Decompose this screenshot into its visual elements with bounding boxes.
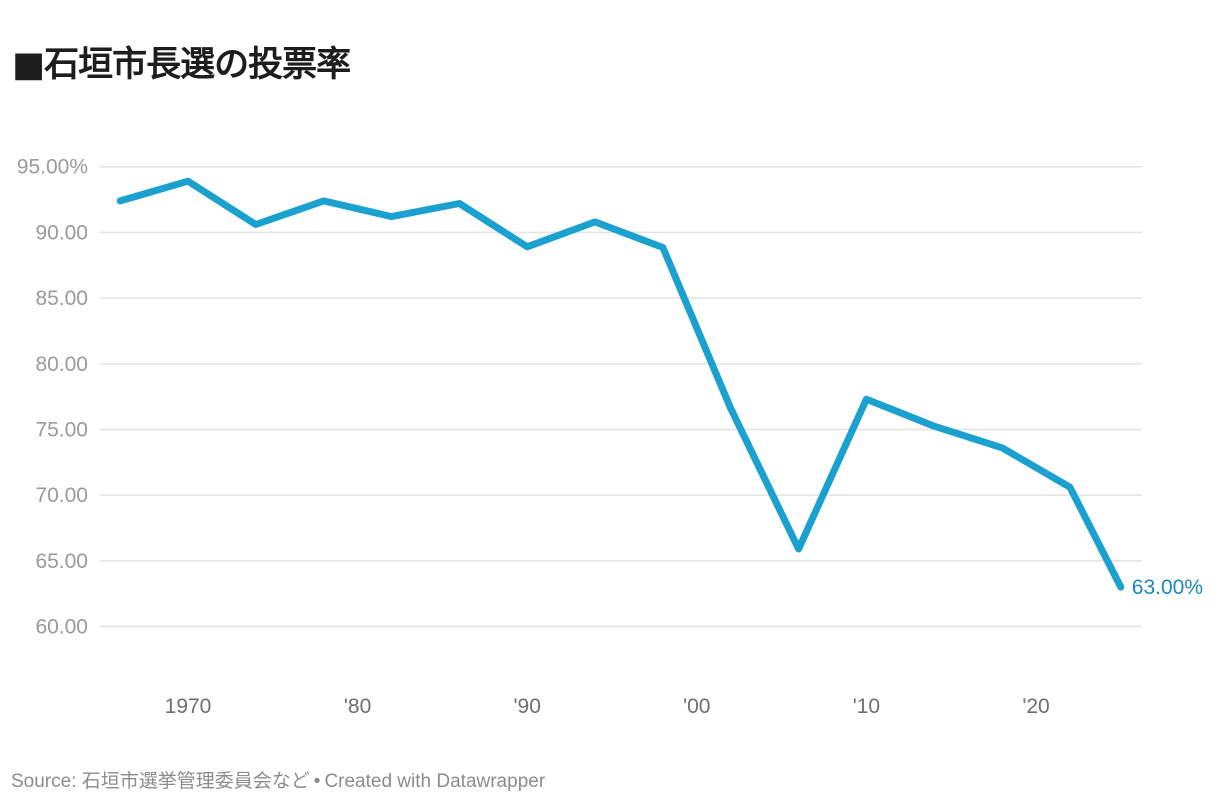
y-tick-label: 65.00: [35, 550, 88, 573]
end-value-label: 63.00%: [1132, 576, 1203, 599]
y-tick-label: 70.00: [35, 484, 88, 507]
source-label: Source:: [11, 771, 77, 792]
turnout-line: [116, 177, 1125, 591]
y-tick-label: 80.00: [35, 353, 88, 376]
y-tick-label: 95.00%: [17, 156, 88, 179]
separator: •: [313, 771, 321, 792]
source-text: 石垣市選挙管理委員会など: [81, 771, 310, 792]
x-tick-label: 1970: [165, 695, 212, 718]
y-axis: 60.00 65.00 70.00 75.00 80.00 85.00 90.00 95.00…: [17, 156, 88, 639]
chart-title: ■石垣市長選の投票率: [12, 45, 351, 85]
y-tick-label: 85.00: [35, 287, 88, 310]
x-tick-label: '00: [683, 695, 710, 718]
x-tick-label: '90: [514, 695, 541, 718]
footer: Source: 石垣市選挙管理委員会など • Created with Datawr…: [11, 766, 545, 793]
x-tick-label: '10: [853, 695, 880, 718]
y-tick-label: 60.00: [35, 616, 88, 639]
x-tick-label: '20: [1022, 695, 1049, 718]
y-tick-label: 75.00: [35, 418, 88, 441]
credit-link[interactable]: Created with Datawrapper: [324, 771, 546, 792]
x-tick-label: '80: [344, 695, 371, 718]
gridlines: [100, 165, 1142, 628]
x-axis: 1970 '80 '90 '00 '10 '20: [165, 695, 1050, 718]
y-tick-label: 90.00: [35, 221, 88, 244]
